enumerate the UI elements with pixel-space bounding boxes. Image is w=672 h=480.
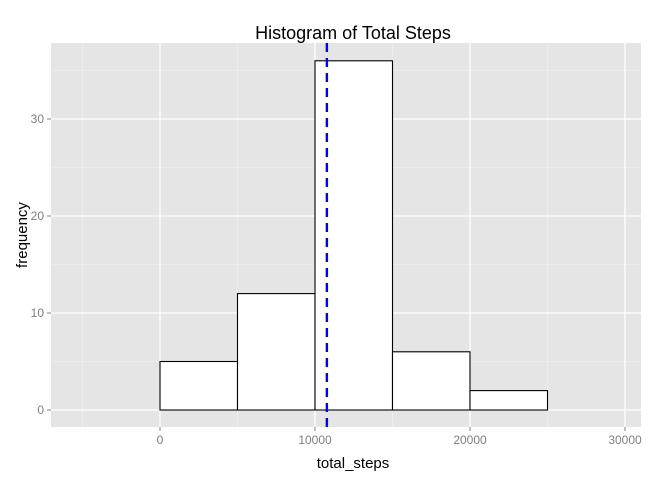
y-axis-ticks: 0 10 20 30 bbox=[31, 112, 51, 417]
x-tick-label: 20000 bbox=[453, 433, 487, 447]
histogram-bar bbox=[391, 351, 471, 411]
histogram-bar bbox=[159, 360, 239, 411]
y-axis-title: frequency bbox=[14, 202, 31, 268]
y-tick-label: 30 bbox=[31, 112, 45, 126]
y-tick-label: 20 bbox=[31, 209, 45, 223]
x-axis-ticks: 0 10000 20000 30000 bbox=[157, 427, 642, 447]
y-tick-label: 0 bbox=[37, 403, 44, 417]
y-tick-label: 10 bbox=[31, 306, 45, 320]
x-axis-title: total_steps bbox=[317, 455, 390, 472]
x-tick-label: 30000 bbox=[608, 433, 642, 447]
histogram-bars bbox=[159, 60, 549, 411]
chart-title: Histogram of Total Steps bbox=[255, 23, 451, 43]
histogram-bar bbox=[314, 60, 394, 411]
histogram-bar bbox=[236, 293, 316, 411]
histogram-bar bbox=[469, 390, 549, 411]
x-tick-label: 10000 bbox=[298, 433, 332, 447]
x-tick-label: 0 bbox=[157, 433, 164, 447]
